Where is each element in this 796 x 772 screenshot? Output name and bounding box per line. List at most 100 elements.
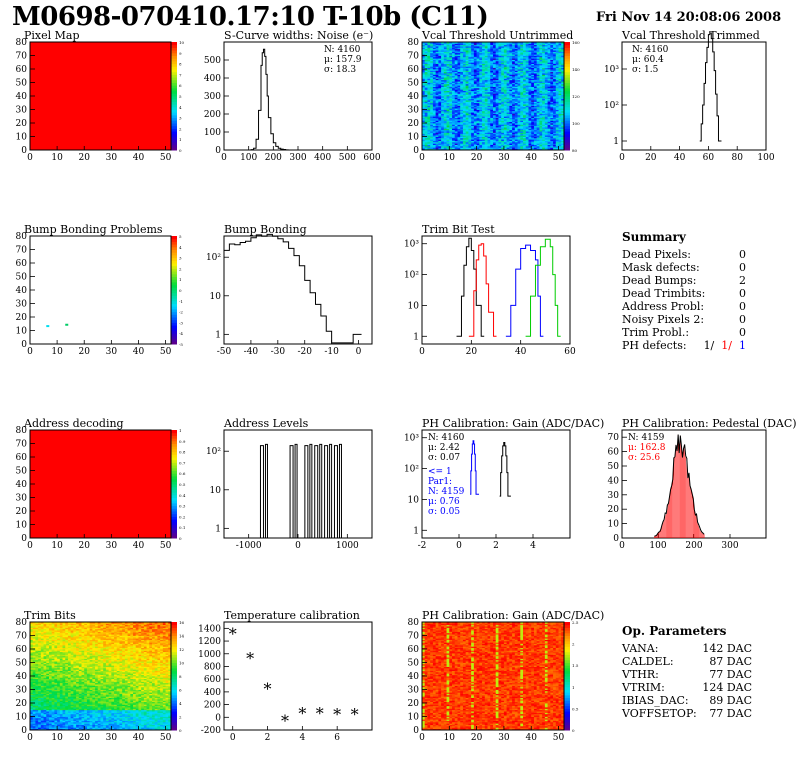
heatmap-cell [514, 73, 518, 75]
heatmap-cell [558, 87, 562, 90]
heatmap-cell [35, 689, 39, 692]
heatmap-cell [553, 62, 557, 64]
heatmap-cell [528, 124, 532, 127]
heatmap-cell [449, 91, 453, 94]
heatmap-cell [35, 721, 39, 724]
heatmap-cell [503, 51, 508, 54]
heatmap-cell [531, 63, 535, 66]
pedestal-line [654, 434, 705, 537]
heatmap-cell [438, 60, 442, 63]
heatmap-cell [422, 51, 426, 54]
heatmap-cell [473, 94, 478, 97]
heatmap-cell [509, 46, 513, 48]
heatmap-cell [536, 67, 540, 70]
heatmap-cell [441, 104, 445, 106]
heatmap-cell [514, 104, 518, 106]
heatmap-cell [517, 93, 521, 96]
color-bar-segment [171, 519, 177, 523]
heatmap-cell [32, 646, 36, 649]
heatmap-cell [457, 116, 461, 118]
heatmap-cell [446, 75, 450, 78]
heatmap-cell [506, 55, 510, 58]
heatmap-cell [536, 43, 540, 46]
heatmap-cell [487, 89, 491, 91]
heatmap-cell [525, 128, 529, 131]
heatmap-cell [533, 109, 538, 112]
heatmap-cell [531, 50, 535, 52]
heatmap-cell [553, 77, 557, 79]
heatmap-cell [512, 44, 516, 47]
heatmap-cell [430, 51, 434, 54]
heatmap-cell [498, 127, 502, 129]
x-tick-label: -30 [271, 347, 286, 357]
heatmap-cell [30, 705, 34, 708]
heatmap-cell [443, 59, 447, 62]
heatmap-cell [30, 688, 34, 690]
heatmap-cell [553, 96, 557, 98]
heatmap-cell [435, 64, 439, 67]
heatmap-cell [544, 139, 549, 141]
heatmap-cell [446, 109, 450, 112]
x-tick-label: 50 [553, 153, 565, 163]
heatmap-cell [517, 87, 521, 90]
heatmap-cell [503, 109, 508, 112]
heatmap-cell [473, 56, 478, 59]
heatmap-cell [512, 104, 516, 106]
heatmap-cell [539, 127, 543, 129]
heatmap-cell [468, 79, 472, 82]
heatmap-cell [514, 141, 518, 144]
heatmap-cell [517, 48, 521, 51]
heatmap-cell [490, 74, 494, 77]
heatmap-cell [473, 48, 478, 51]
heatmap-cell [487, 136, 491, 139]
heatmap-cell [539, 70, 543, 73]
heatmap-cell [32, 630, 36, 632]
heatmap-cell [501, 117, 505, 120]
heatmap-cell [555, 58, 559, 60]
heatmap-cell [558, 127, 562, 129]
heatmap-cell [35, 717, 39, 720]
heatmap-cell [503, 71, 508, 74]
heatmap-cell [525, 144, 529, 147]
heatmap-cell [441, 51, 445, 54]
heatmap-cell [473, 100, 478, 102]
heatmap-cell [476, 117, 480, 120]
heatmap-cell [533, 125, 538, 128]
heatmap-cell [422, 85, 426, 87]
heatmap-cell [487, 60, 491, 63]
heatmap-cell [542, 73, 546, 75]
heatmap-cell [430, 87, 434, 90]
heatmap-cell [506, 145, 510, 148]
color-bar-segment [564, 133, 570, 137]
heatmap-cell [525, 125, 529, 128]
heatmap-cell [430, 64, 434, 67]
heatmap-cell [542, 75, 546, 78]
heatmap-cell [454, 102, 458, 105]
heatmap-cell [35, 622, 39, 624]
heatmap-cell [32, 673, 36, 676]
color-bar-segment [171, 508, 177, 512]
heatmap-cell [542, 52, 546, 55]
heatmap-cell [484, 71, 488, 74]
heatmap-cell [553, 75, 557, 78]
heatmap-cell [482, 120, 486, 123]
heatmap-cell [542, 77, 546, 79]
heatmap-cell [561, 71, 565, 74]
heatmap-cell [555, 94, 559, 97]
heatmap-cell [432, 73, 437, 75]
heatmap-cell [424, 123, 428, 125]
heatmap-cell [520, 125, 524, 128]
heatmap-cell [533, 69, 538, 71]
heatmap-cell [479, 62, 483, 64]
color-bar-segment [171, 106, 177, 110]
heatmap-cell [465, 114, 469, 117]
heatmap-cell [523, 143, 527, 145]
heatmap-cell [495, 89, 499, 91]
stats-text: σ: 0.07 [428, 453, 460, 463]
heatmap-cell [520, 42, 524, 44]
x-tick-label: 300 [289, 153, 306, 163]
heatmap-cell [427, 81, 431, 83]
heatmap-cell [512, 137, 516, 140]
heatmap-cell [495, 137, 499, 140]
heatmap-cell [479, 118, 483, 121]
